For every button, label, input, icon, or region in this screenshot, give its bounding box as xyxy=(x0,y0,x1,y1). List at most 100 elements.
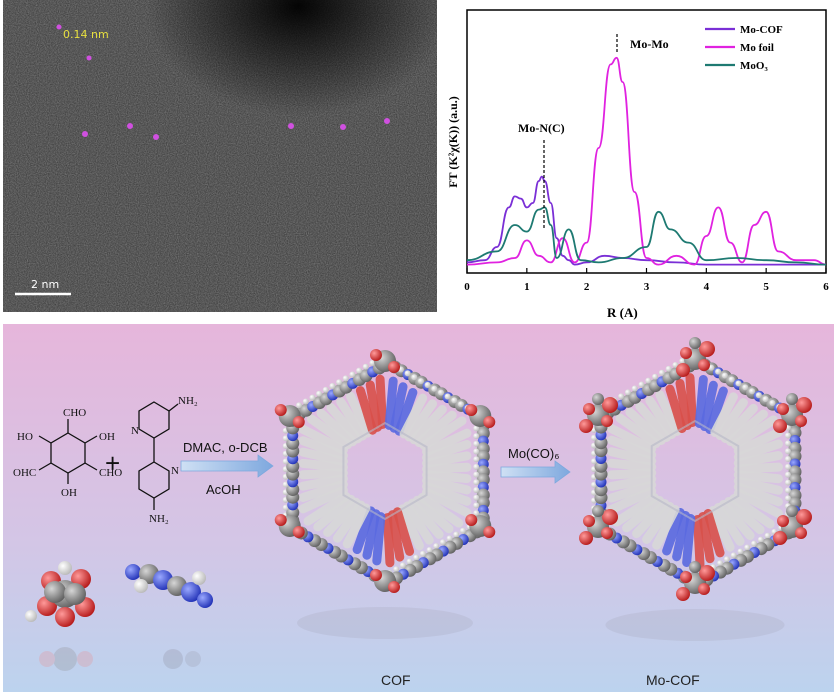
framework-atom xyxy=(721,372,728,379)
label-oh-right: OH xyxy=(99,431,115,443)
framework-atom xyxy=(406,558,413,565)
pore-wall-rod xyxy=(635,401,671,442)
pore-wall-rod xyxy=(384,376,398,430)
framework-atom xyxy=(473,448,480,455)
framework-atom xyxy=(591,481,598,488)
pore-wall-rod xyxy=(389,382,408,433)
framework-atom xyxy=(788,449,802,463)
pore-wall-rod xyxy=(362,509,381,560)
framework-atom xyxy=(473,456,480,463)
legend: Mo-COF Mo foil MoO₃ xyxy=(705,24,783,72)
annotation-mo-mo: Mo-Mo xyxy=(616,34,669,52)
synthesis-scheme: CHO HO OH OHC CHO OH + NH₂ N N NH₂ xyxy=(3,324,834,692)
pore-wall-rod xyxy=(298,447,348,466)
x-tick-label: 6 xyxy=(823,281,829,293)
pore-outline xyxy=(650,419,740,523)
framework-atom xyxy=(342,375,349,382)
framework-atom xyxy=(784,463,791,470)
pore-wall-rod xyxy=(607,424,657,454)
framework-reflection xyxy=(605,609,785,641)
reaction-arrow-2 xyxy=(500,460,571,484)
x-axis-label: R (A) xyxy=(607,305,638,320)
pore-wall-rod xyxy=(615,413,661,448)
exafs-plot: 0 1 2 3 4 5 6 Mo-Mo Mo-N(C) Mo-COF Mo foil MoO… xyxy=(446,9,829,320)
pore-wall-rod xyxy=(733,470,783,484)
label-n-bottom: N xyxy=(171,465,179,477)
node-oxygen xyxy=(483,416,496,428)
x-tick-label: 2 xyxy=(584,281,590,293)
mo-carbonyl xyxy=(579,419,594,433)
framework-atom xyxy=(476,450,490,463)
framework-atom xyxy=(723,556,730,563)
single-atom-markers xyxy=(82,118,390,140)
pore-wall-rod xyxy=(303,491,351,526)
framework-atom xyxy=(764,532,771,539)
pore-wall-rod xyxy=(402,501,434,545)
pore-wall-rod xyxy=(665,384,687,433)
pore-wall-rod xyxy=(365,380,383,432)
framework-atom xyxy=(473,425,480,432)
pore-wall-rod xyxy=(409,405,447,445)
pore-wall-rod xyxy=(412,495,454,534)
pore-wall-rod xyxy=(715,398,748,440)
pore-wall-rod xyxy=(733,462,783,474)
x-tick-label: 5 xyxy=(763,281,769,293)
pore-wall-rod xyxy=(729,494,775,529)
atom-marker xyxy=(82,131,88,137)
framework-atom xyxy=(393,566,400,573)
pore-wall-rod xyxy=(652,505,680,550)
node-oxygen xyxy=(794,527,807,539)
framework-atom xyxy=(631,385,638,392)
pore-wall-rod xyxy=(607,458,657,472)
framework-atom xyxy=(473,479,480,486)
pore-outline xyxy=(342,421,428,521)
framework-atom xyxy=(717,560,724,567)
node-oxygen xyxy=(274,514,287,526)
framework-atom xyxy=(473,510,480,517)
pore-wall-rod xyxy=(355,386,378,435)
atom-marker xyxy=(153,134,159,140)
pore-wall-rod xyxy=(710,392,738,437)
pore-wall-rod xyxy=(422,440,472,463)
node-oxygen xyxy=(680,571,692,583)
measure-marker xyxy=(56,24,92,61)
node-oxygen xyxy=(680,347,692,359)
plus-sign: + xyxy=(105,448,120,478)
model-reflections xyxy=(39,647,201,671)
framework-atom xyxy=(742,384,749,391)
mo-center xyxy=(689,337,701,349)
framework-atom xyxy=(784,440,791,447)
label-cho-top: CHO xyxy=(63,407,86,419)
node-oxygen xyxy=(370,569,382,581)
pore-wall-rod xyxy=(645,396,677,439)
framework-atom xyxy=(431,385,438,392)
framework-atom xyxy=(784,432,791,439)
node-oxygen xyxy=(583,515,596,527)
pore-wall-rod xyxy=(694,374,708,428)
atom-marker xyxy=(127,123,133,129)
pore-wall-rod xyxy=(708,506,735,552)
stem-micrograph: 0.14 nm 2 nm xyxy=(3,0,437,312)
pore-wall-rod xyxy=(422,451,472,468)
framework-atom xyxy=(784,479,791,486)
framework-atom xyxy=(784,495,791,502)
framework-atom xyxy=(322,386,329,393)
pore-wall-rod xyxy=(607,474,657,491)
framework-atom xyxy=(473,440,480,447)
pore-wall-rod xyxy=(298,458,348,472)
framework-atom xyxy=(744,544,751,551)
pore-wall-rod xyxy=(298,479,348,502)
pore-wall-rod xyxy=(724,497,765,535)
node-oxygen xyxy=(483,526,496,538)
pore-wall-rod xyxy=(642,502,675,544)
pore-wall-rod xyxy=(607,486,657,515)
node-oxygen xyxy=(274,404,287,416)
framework-atom xyxy=(476,473,490,487)
node-oxygen xyxy=(292,526,305,538)
framework-atom xyxy=(473,494,480,501)
pore-wall-rod xyxy=(375,374,388,429)
mo-cof-label: Mo-COF xyxy=(646,672,700,688)
framework-atom xyxy=(784,471,791,478)
pore-wall-rod xyxy=(719,500,755,541)
pore-wall-rod xyxy=(733,439,783,462)
